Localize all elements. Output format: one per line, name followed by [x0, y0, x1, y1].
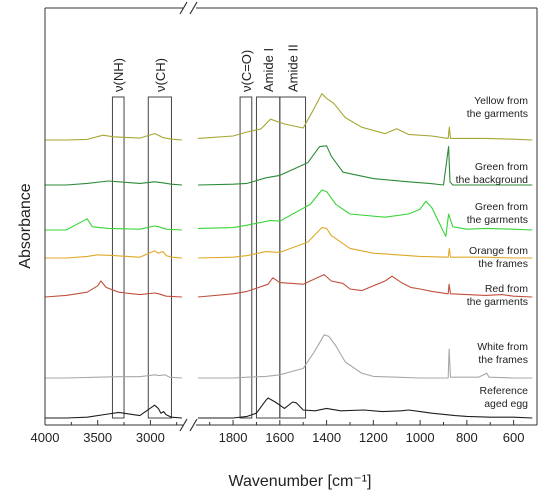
band-label: ν(C=O): [239, 50, 254, 92]
series-line: [197, 145, 533, 186]
x-axis-break-mark: [189, 418, 198, 432]
x-tick-label: 3000: [136, 430, 165, 445]
band-label: Amide II: [286, 44, 301, 92]
series-line: [45, 374, 183, 379]
x-tick-label: 3500: [83, 430, 112, 445]
series-labels: Yellow from the garments Green from the bac…: [456, 95, 529, 410]
series-line: [45, 250, 183, 259]
series-label: Green from the garments: [467, 201, 529, 226]
series-label: Red from the garments: [467, 283, 529, 308]
band-box: [239, 96, 253, 419]
plot-frame: [44, 1, 538, 432]
y-axis-title: Absorbance: [17, 183, 34, 268]
series-label: White from the frames: [477, 341, 528, 366]
x-axis-break-mark: [179, 418, 188, 432]
band-box: [111, 96, 125, 419]
band-box: [279, 96, 307, 419]
series-line: [45, 404, 183, 419]
series-line: [197, 227, 533, 259]
x-tick-label: 1600: [265, 430, 294, 445]
band-label: ν(NH): [111, 58, 126, 92]
series-label: Green from the background: [456, 161, 529, 186]
x-tick-label: 1200: [359, 430, 388, 445]
series-line: [45, 218, 183, 231]
top-axis-break-mark: [179, 1, 188, 15]
x-axis-title: Wavenumber [cm⁻¹]: [229, 473, 372, 490]
band-box: [255, 96, 281, 419]
series-line: [197, 189, 533, 237]
series-label: Orange from the frames: [469, 245, 528, 270]
series-label: Yellow from the garments: [467, 95, 529, 120]
top-axis-break-mark: [189, 1, 198, 15]
x-tick-label: 1800: [219, 430, 248, 445]
band-label: ν(CH): [153, 58, 168, 92]
x-tick-label: 1000: [406, 430, 435, 445]
series-line: [197, 93, 533, 141]
x-axis-ticks: 4000 3500 3000 1800 1600 1400 1200 1000 800 600: [31, 420, 525, 445]
series-label: Reference aged egg: [480, 385, 529, 410]
series-line: [44, 280, 183, 298]
x-tick-label: 800: [456, 430, 478, 445]
band-regions: ν(NH) ν(CH) ν(C=O) Amide I Amide II: [111, 44, 307, 419]
band-box: [147, 96, 172, 419]
x-tick-label: 1400: [312, 430, 341, 445]
series-line: [198, 397, 533, 419]
spectra-series: [44, 93, 533, 419]
series-line: [45, 133, 183, 141]
series-line: [45, 180, 183, 186]
series-line: [198, 334, 533, 379]
x-tick-label: 4000: [31, 430, 60, 445]
x-tick-label: 600: [503, 430, 525, 445]
series-line: [197, 274, 533, 298]
band-label: Amide I: [261, 48, 276, 92]
